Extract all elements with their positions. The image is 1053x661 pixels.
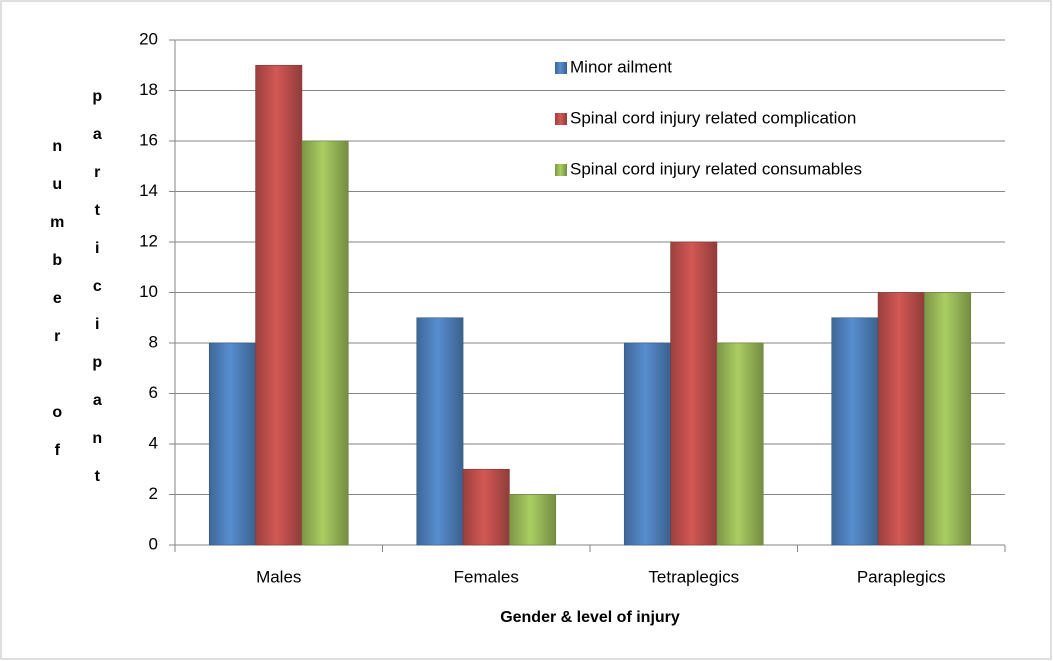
y-axis-label: participant <box>89 88 106 506</box>
y-tick-label: 6 <box>149 383 158 402</box>
legend-swatch <box>555 62 567 74</box>
bar <box>208 342 256 546</box>
x-tick-label: Paraplegics <box>857 567 946 586</box>
bar <box>831 317 879 546</box>
y-tick-label: 16 <box>139 130 158 149</box>
y-tick-label: 10 <box>139 282 158 301</box>
legend-swatch <box>555 113 567 125</box>
x-tick-label: Females <box>454 567 519 586</box>
x-tick-label: Tetraplegics <box>648 567 739 586</box>
y-tick-label: 2 <box>149 484 158 503</box>
y-tick-label: 14 <box>139 181 158 200</box>
bar <box>877 292 925 546</box>
y-tick-label: 8 <box>149 332 158 351</box>
bar <box>509 494 557 546</box>
bar <box>924 292 972 546</box>
bar <box>623 342 671 546</box>
bar <box>255 64 303 546</box>
y-tick-label: 20 <box>139 29 158 48</box>
bar <box>716 342 764 546</box>
y-tick-label: 18 <box>139 80 158 99</box>
x-axis-label: Gender & level of injury <box>500 609 680 626</box>
y-tick-label: 12 <box>139 231 158 250</box>
x-tick-label: Males <box>256 567 301 586</box>
bar <box>670 241 718 546</box>
bar <box>462 468 510 546</box>
bar <box>301 140 349 546</box>
legend-label: Spinal cord injury related consumables <box>570 159 862 178</box>
legend-label: Spinal cord injury related complication <box>570 108 856 127</box>
y-axis-label: number of <box>49 138 66 480</box>
legend-label: Minor ailment <box>570 57 672 76</box>
y-tick-label: 4 <box>149 433 158 452</box>
bar <box>416 317 464 546</box>
y-tick-label: 0 <box>149 534 158 553</box>
legend-swatch <box>555 164 567 176</box>
